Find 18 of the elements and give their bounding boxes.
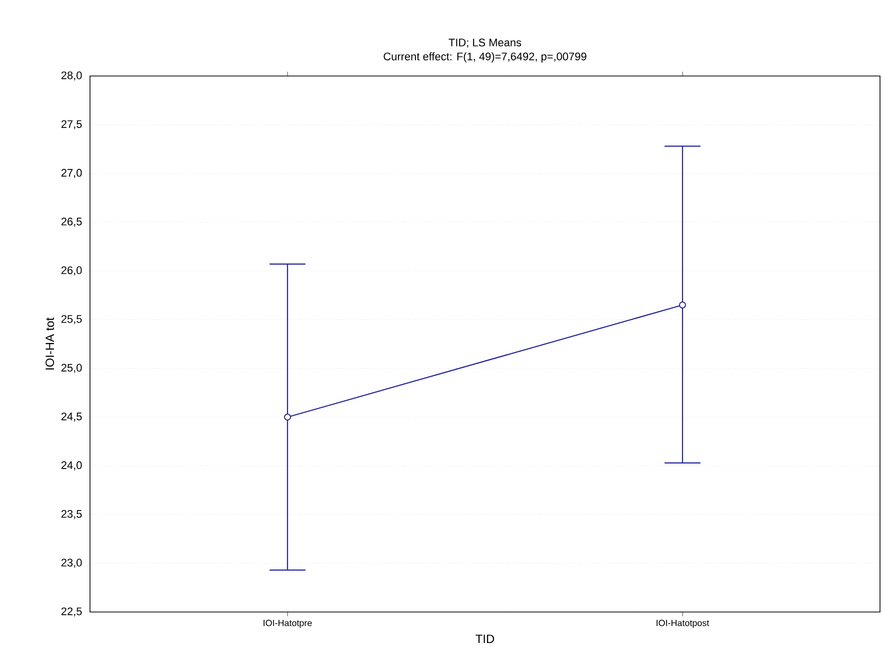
y-tick-label: 24,0	[61, 461, 82, 470]
x-tick-label: IOI-Hatotpost	[656, 620, 710, 628]
y-tick-label: 25,5	[61, 315, 82, 324]
x-axis-title: TID	[476, 634, 494, 643]
y-tick-label: 23,5	[61, 510, 82, 520]
y-tick-label: 23,0	[61, 558, 82, 568]
x-tick-label: IOI-Hatotpre	[264, 620, 312, 628]
chart-title: TID; LS Means	[448, 38, 522, 48]
y-axis-title: IOI-HA tot	[46, 318, 54, 370]
y-tick-label: 28,0	[61, 71, 82, 81]
y-tick-label: 25,0	[61, 364, 82, 373]
y-tick-label: 27,0	[61, 168, 82, 178]
y-tick-label: 22,5	[61, 607, 82, 617]
chart-subtitle: Current effect: F(1, 49)=7,6492, p=,00799	[384, 52, 586, 62]
y-tick-label: 24,5	[61, 412, 82, 422]
y-tick-label: 26,5	[61, 218, 82, 227]
y-tick-label: 26,0	[61, 266, 82, 276]
y-tick-label: 27,5	[61, 120, 82, 130]
